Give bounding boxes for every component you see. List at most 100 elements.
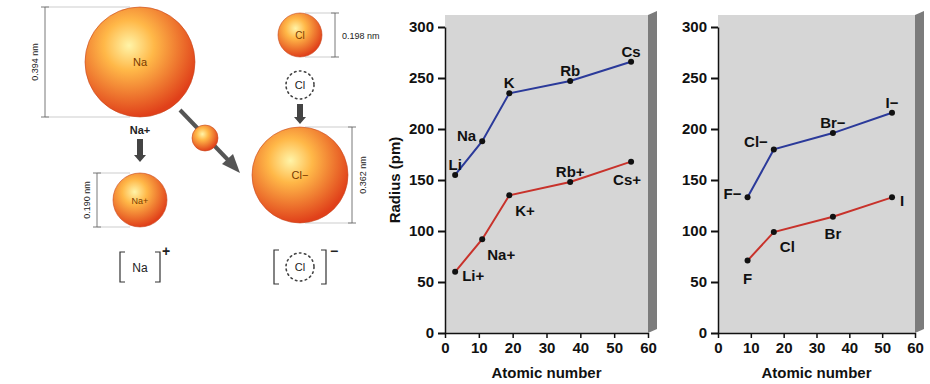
point-label: Na+: [487, 246, 515, 263]
y-tick-mark: [438, 231, 445, 233]
x-tick-label: 0: [714, 339, 722, 356]
canvas: Na0.394 nmNa+Na+0.190 nmNa+Cl0.198 nmClC…: [0, 0, 930, 384]
x-tick: 0: [441, 333, 449, 356]
x-tick: 20: [776, 333, 793, 356]
y-tick-label: 100: [409, 222, 434, 239]
atom-label: Cl: [295, 30, 304, 41]
y-axis: 0 50 100 150 200 250 300: [682, 18, 719, 341]
y-tick-mark: [711, 129, 718, 131]
y-tick-label: 50: [417, 273, 434, 290]
x-tick-label: 20: [505, 339, 522, 356]
point-label: Li: [448, 156, 461, 173]
point: [830, 214, 836, 220]
y-tick-mark: [711, 282, 718, 284]
point: [479, 138, 485, 144]
x-tick-mark: [614, 333, 616, 338]
bracket: [120, 252, 160, 282]
electron-dots: [286, 71, 314, 99]
point: [745, 194, 751, 200]
y-tick: 200: [682, 120, 718, 137]
chlorine-atom: [278, 13, 322, 57]
y-tick-label: 150: [409, 171, 434, 188]
y-tick-label: 300: [682, 18, 707, 35]
x-axis-title: Atomic number: [491, 364, 601, 381]
point-label: Na: [457, 127, 477, 144]
electron-arrow-head: [222, 154, 240, 173]
x-tick: 50: [874, 333, 891, 356]
y-tick-mark: [438, 129, 445, 131]
y-tick-mark: [438, 78, 445, 80]
bracket-symbol: Cl: [295, 261, 305, 273]
x-tick-mark: [816, 333, 818, 338]
x-tick: 10: [743, 333, 760, 356]
y-tick-label: 200: [682, 120, 707, 137]
y-tick: 300: [682, 18, 718, 35]
point: [771, 229, 777, 235]
y-tick: 150: [682, 171, 718, 188]
size-label: 0.394 nm: [30, 43, 40, 81]
size-label: 0.362 nm: [358, 156, 368, 194]
y-tick-label: 300: [409, 18, 434, 35]
x-tick-mark: [751, 333, 753, 338]
dimension-line: [352, 127, 353, 223]
point-label: Br−: [820, 114, 846, 131]
y-tick-label: 250: [409, 69, 434, 86]
x-tick-label: 40: [841, 339, 858, 356]
point-label: K: [504, 74, 515, 91]
point-label: K+: [515, 202, 535, 219]
plot-background: [445, 15, 648, 333]
x-tick: 0: [714, 333, 722, 356]
x-tick-mark: [718, 333, 720, 338]
y-tick-mark: [438, 27, 445, 29]
y-tick: 100: [682, 222, 718, 239]
y-tick: 50: [690, 273, 718, 290]
point-label: Cl−: [744, 133, 768, 150]
x-tick-mark: [849, 333, 851, 338]
dimension-line: [97, 173, 98, 227]
x-tick-label: 60: [907, 339, 924, 356]
y-tick-mark: [711, 231, 718, 233]
series-line: [455, 62, 631, 175]
y-tick: 250: [682, 69, 718, 86]
y-tick-label: 0: [426, 324, 434, 341]
electron-dots: [286, 253, 314, 281]
lewis-symbol: Cl: [295, 79, 305, 91]
y-tick-mark: [438, 333, 445, 335]
y-tick-mark: [711, 27, 718, 29]
y-tick-label: 0: [699, 324, 707, 341]
point: [771, 146, 777, 152]
dimension-leader: [45, 7, 130, 8]
x-tick-label: 30: [809, 339, 826, 356]
point-label: F−: [724, 185, 742, 202]
y-tick-label: 200: [409, 120, 434, 137]
sodium-ion: [113, 173, 167, 227]
point-label: Cs: [621, 43, 640, 60]
x-tick: 30: [539, 333, 556, 356]
point-label: F: [743, 270, 752, 287]
x-tick: 60: [640, 333, 657, 356]
dimension-leader: [97, 173, 130, 174]
size-label: 0.190 nm: [82, 181, 92, 219]
x-tick-mark: [915, 333, 917, 338]
x-tick-label: 20: [776, 339, 793, 356]
series-line: [748, 197, 892, 260]
arrow: [294, 104, 306, 124]
series-line: [748, 113, 892, 198]
arrow: [134, 139, 146, 162]
x-tick-label: 10: [471, 339, 488, 356]
y-tick-label: 250: [682, 69, 707, 86]
x-tick: 10: [471, 333, 488, 356]
x-axis: 0102030405060: [441, 333, 657, 356]
ion-label: Na+: [130, 124, 151, 136]
point: [745, 258, 751, 264]
x-tick-mark: [445, 333, 447, 338]
bracket-charge: +: [162, 243, 170, 259]
ion-label: Cl−: [292, 169, 309, 181]
x-tick: 30: [809, 333, 826, 356]
y-tick: 50: [417, 273, 445, 290]
point-label: Br: [825, 225, 842, 242]
point-label: I−: [886, 94, 899, 111]
x-tick: 60: [907, 333, 924, 356]
y-tick-mark: [711, 333, 718, 335]
point-label: Li+: [462, 267, 484, 284]
